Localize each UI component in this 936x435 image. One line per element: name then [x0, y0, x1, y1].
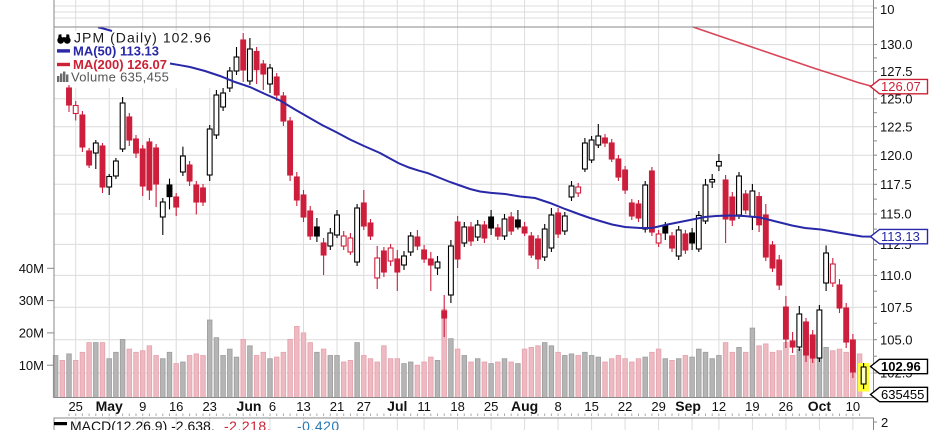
svg-text:Jun: Jun: [237, 398, 262, 414]
svg-text:12: 12: [712, 399, 726, 414]
svg-text:126.07: 126.07: [881, 79, 921, 94]
svg-text:40M: 40M: [19, 261, 44, 276]
svg-text:6: 6: [269, 399, 276, 414]
svg-text:18: 18: [450, 399, 464, 414]
svg-text:29: 29: [651, 399, 665, 414]
svg-text:Sep: Sep: [675, 398, 701, 414]
svg-text:117.5: 117.5: [880, 177, 912, 192]
svg-text:22: 22: [618, 399, 632, 414]
svg-text:20M: 20M: [19, 326, 44, 341]
svg-text:MA(50) 113.13: MA(50) 113.13: [73, 44, 159, 59]
svg-text:127.5: 127.5: [880, 64, 913, 79]
svg-text:122.5: 122.5: [880, 119, 913, 134]
svg-text:21: 21: [330, 399, 344, 414]
svg-text:15: 15: [584, 399, 598, 414]
svg-text:125.0: 125.0: [880, 91, 913, 106]
svg-text:107.5: 107.5: [880, 300, 913, 315]
svg-text:115.0: 115.0: [880, 207, 912, 222]
svg-text:Volume 635,455: Volume 635,455: [71, 70, 169, 85]
svg-text:635455: 635455: [881, 387, 924, 402]
svg-text:105.0: 105.0: [880, 332, 913, 347]
svg-text:23: 23: [202, 399, 216, 414]
svg-text:110.0: 110.0: [880, 268, 912, 283]
svg-text:113.13: 113.13: [881, 229, 920, 244]
svg-text:Aug: Aug: [511, 398, 538, 414]
svg-text:13: 13: [296, 399, 310, 414]
svg-text:May: May: [96, 398, 123, 414]
svg-text:MA(200) 126.07: MA(200) 126.07: [73, 57, 167, 72]
svg-text:102.96: 102.96: [881, 359, 921, 374]
svg-text:25: 25: [68, 399, 82, 414]
svg-text:27: 27: [357, 399, 371, 414]
svg-text:8: 8: [554, 399, 561, 414]
svg-text:-0.420: -0.420: [297, 418, 340, 430]
svg-text:25: 25: [484, 399, 498, 414]
svg-text:-2.218,: -2.218,: [224, 418, 271, 430]
svg-text:19: 19: [745, 399, 759, 414]
svg-text:9: 9: [139, 399, 146, 414]
svg-text:30M: 30M: [19, 293, 44, 308]
svg-text:10M: 10M: [19, 358, 44, 373]
svg-text:10: 10: [880, 2, 894, 17]
svg-text:16: 16: [169, 399, 183, 414]
svg-text:11: 11: [417, 399, 431, 414]
svg-text:Oct: Oct: [808, 398, 832, 414]
svg-text:Jul: Jul: [387, 398, 407, 414]
svg-text:MACD(12,26,9) -2.638,: MACD(12,26,9) -2.638,: [70, 418, 215, 430]
svg-text:JPM (Daily) 102.96: JPM (Daily) 102.96: [74, 30, 212, 46]
svg-text:2: 2: [881, 415, 888, 430]
svg-text:120.0: 120.0: [880, 148, 913, 163]
svg-text:10: 10: [846, 399, 860, 414]
svg-text:130.0: 130.0: [880, 37, 913, 52]
svg-text:26: 26: [779, 399, 793, 414]
